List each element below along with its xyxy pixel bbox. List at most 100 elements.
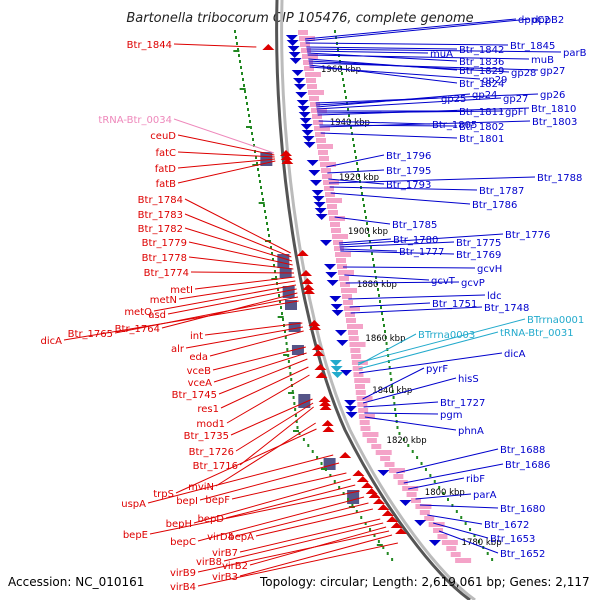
left-gene-label[interactable]: metQ <box>124 307 152 318</box>
left-gene-label[interactable]: bepH <box>166 519 192 530</box>
right-gene-label[interactable]: parA <box>473 490 497 501</box>
left-gene-label[interactable]: tRNA-Btr_0034 <box>98 115 172 126</box>
left-gene-label[interactable]: eda <box>189 352 208 363</box>
right-gene-label[interactable]: gp28 <box>511 68 536 79</box>
left-gene-label[interactable]: Btr_1779 <box>142 238 187 249</box>
left-gene-label[interactable]: metI <box>170 285 193 296</box>
left-gene-label[interactable]: uspA <box>121 499 146 510</box>
left-gene-label[interactable]: virB3 <box>212 572 238 583</box>
right-gene-label[interactable]: muB <box>531 55 554 66</box>
left-gene-label[interactable]: res1 <box>197 404 219 415</box>
right-gene-label[interactable]: phnA <box>458 426 484 437</box>
right-gene-label[interactable]: gp27 <box>503 94 528 105</box>
left-gene-label[interactable]: bepD <box>197 514 224 525</box>
right-gene-label[interactable]: gcvP <box>461 278 485 289</box>
left-gene-label[interactable]: fatD <box>155 164 177 175</box>
left-gene-label[interactable]: mviN <box>188 482 214 493</box>
right-gene-label[interactable]: Btr_1686 <box>505 460 550 471</box>
right-gene-label[interactable]: gpFI <box>505 107 526 118</box>
left-gene-label[interactable]: dicA <box>41 336 63 347</box>
left-gene-label[interactable]: Btr_1735 <box>184 431 229 442</box>
left-gene-label[interactable]: vceA <box>188 378 213 389</box>
right-gene-label[interactable]: dppC2 <box>518 15 550 26</box>
right-gene-label[interactable]: Btr_1801 <box>459 134 504 145</box>
left-gene-label[interactable]: asd <box>148 310 166 321</box>
left-gene-label[interactable]: virB8 <box>196 557 222 568</box>
right-gene-label[interactable]: Btr_1680 <box>500 504 545 515</box>
right-gene-label[interactable]: Btr_1793 <box>386 180 431 191</box>
right-gene-label[interactable]: Btr_1803 <box>532 117 577 128</box>
left-gene-label[interactable]: mod1 <box>196 419 225 430</box>
right-gene-label[interactable]: Btr_1653 <box>490 534 535 545</box>
right-gene-label[interactable]: Btr_1788 <box>537 173 582 184</box>
right-gene-label[interactable]: Btr_1795 <box>386 166 431 177</box>
right-gene-label[interactable]: ribF <box>466 474 485 485</box>
right-gene-label[interactable]: Btr_1751 <box>432 299 477 310</box>
right-gene-label[interactable]: pyrF <box>426 364 448 375</box>
right-gene-label[interactable]: Btr_1786 <box>472 200 517 211</box>
right-gene-label[interactable]: Btr_1652 <box>500 549 545 560</box>
right-gene-label[interactable]: gcvT <box>431 276 456 287</box>
right-gene-label[interactable]: Btr_1780 <box>393 235 438 246</box>
left-gene-label[interactable]: ceuD <box>150 131 176 142</box>
left-gene-label[interactable]: metN <box>150 295 177 306</box>
left-gene-label[interactable]: bepA <box>228 532 254 543</box>
left-gene-label[interactable]: alr <box>171 344 185 355</box>
left-gene-label[interactable]: virB4 <box>170 582 196 593</box>
right-gene-label[interactable]: Btr_1727 <box>440 398 485 409</box>
right-gene-label[interactable]: pgm <box>440 410 462 421</box>
left-gene-label[interactable]: Btr_1764 <box>115 324 160 335</box>
right-gene-label[interactable]: Btr_1802 <box>459 122 504 133</box>
left-gene-label[interactable]: fatC <box>155 148 176 159</box>
left-gene-label[interactable]: Btr_1765 <box>68 329 113 340</box>
left-gene-label[interactable]: bepC <box>170 537 196 548</box>
right-gene-label[interactable]: gcvH <box>477 264 502 275</box>
right-gene-label[interactable]: dicA <box>504 349 526 360</box>
right-gene-label[interactable]: muA <box>430 49 453 60</box>
left-gene-label[interactable]: Btr_1782 <box>138 224 183 235</box>
right-gene-label[interactable]: gp29 <box>482 75 507 86</box>
left-gene-label[interactable]: virD4 <box>207 532 234 543</box>
right-gene-label[interactable]: Btr_1842 <box>459 45 504 56</box>
right-gene-label[interactable]: gp25 <box>441 94 466 105</box>
right-gene-label[interactable]: Btr_1748 <box>484 303 529 314</box>
right-gene-label[interactable]: hisS <box>458 374 479 385</box>
left-gene-label[interactable]: trpS <box>153 489 174 500</box>
right-gene-label[interactable]: tRNA-Btr_0031 <box>500 328 574 339</box>
right-gene-label[interactable]: Btr_1769 <box>456 250 501 261</box>
left-gene-label[interactable]: Btr_1726 <box>189 447 234 458</box>
right-gene-label[interactable]: Btr_1836 <box>459 57 504 68</box>
left-gene-label[interactable]: virB9 <box>170 568 196 579</box>
right-gene-label[interactable]: ldc <box>487 291 502 302</box>
right-gene-label[interactable]: parB <box>563 48 587 59</box>
left-gene-label[interactable]: Btr_1774 <box>144 268 189 279</box>
left-gene-label[interactable]: Btr_1783 <box>138 210 183 221</box>
left-gene-label[interactable]: virB7 <box>212 548 238 559</box>
left-gene-label[interactable]: Btr_1844 <box>127 40 172 51</box>
right-gene-label[interactable]: Btr_1796 <box>386 151 431 162</box>
right-gene-label[interactable]: gp27 <box>540 66 565 77</box>
left-gene-label[interactable]: Btr_1784 <box>138 195 183 206</box>
right-gene-label[interactable]: Btr_1688 <box>500 445 545 456</box>
right-gene-label[interactable]: Btr_1776 <box>505 230 550 241</box>
left-gene-label[interactable]: virB2 <box>222 561 248 572</box>
right-gene-label[interactable]: gp26 <box>540 90 565 101</box>
right-gene-label[interactable]: BTrrna0001 <box>527 315 584 326</box>
left-gene-label[interactable]: bepE <box>123 530 148 541</box>
left-gene-label[interactable]: bepF <box>205 495 230 506</box>
right-gene-label[interactable]: gp24 <box>472 90 497 101</box>
left-gene-label[interactable]: Btr_1778 <box>142 253 187 264</box>
right-gene-label[interactable]: Btr_1824 <box>459 79 504 90</box>
left-gene-label[interactable]: fatB <box>156 179 177 190</box>
right-gene-label[interactable]: BTrrna0003 <box>418 330 475 341</box>
right-gene-label[interactable]: Btr_1775 <box>456 238 501 249</box>
right-gene-label[interactable]: Btr_1845 <box>510 41 555 52</box>
left-gene-label[interactable]: vceB <box>187 366 212 377</box>
right-gene-label[interactable]: Btr_1672 <box>484 520 529 531</box>
left-gene-label[interactable]: Btr_1745 <box>172 390 217 401</box>
left-gene-label[interactable]: bepI <box>176 496 198 507</box>
left-gene-label[interactable]: int <box>190 331 203 342</box>
right-gene-label[interactable]: Btr_1785 <box>392 220 437 231</box>
right-gene-label[interactable]: Btr_1811 <box>459 107 504 118</box>
right-gene-label[interactable]: Btr_1777 <box>399 247 444 258</box>
